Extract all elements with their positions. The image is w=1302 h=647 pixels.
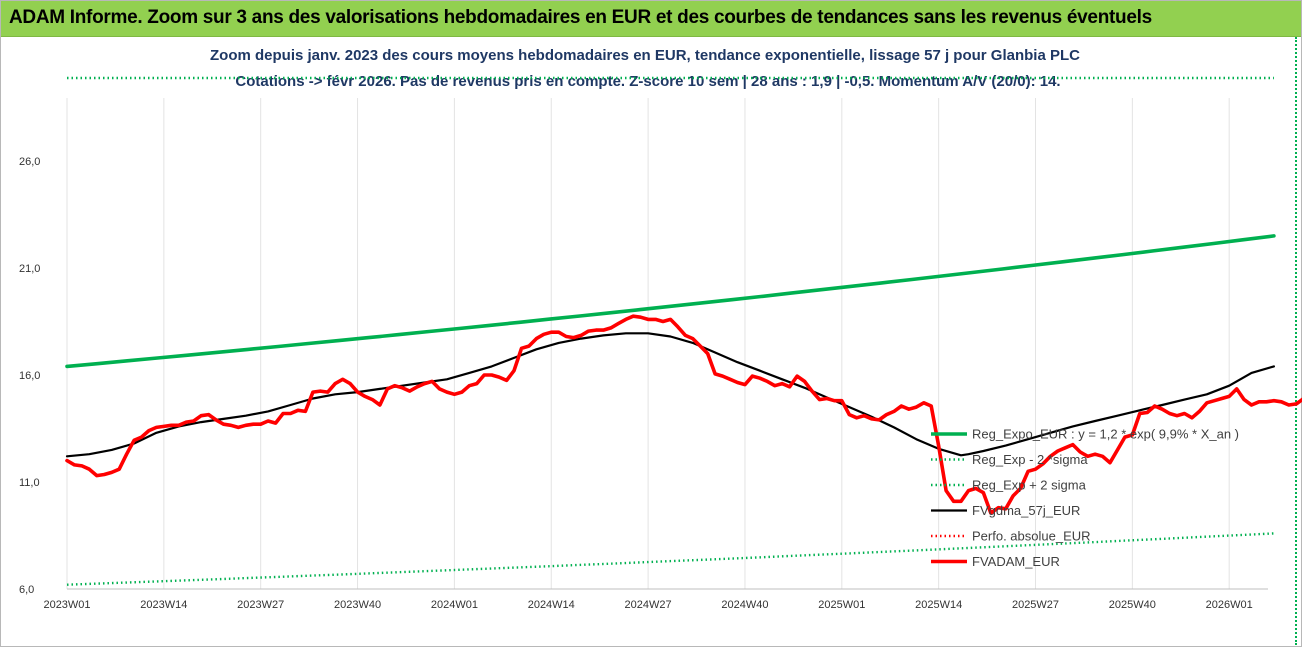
- legend-label: Perfo. absolue_EUR: [972, 529, 1091, 544]
- chart-title-line2: Cotations -> févr 2026. Pas de revenus p…: [235, 73, 1060, 90]
- y-tick-label: 11,0: [19, 477, 40, 489]
- gridlines: [66, 98, 1268, 590]
- y-tick-label: 16,0: [19, 370, 40, 382]
- x-tick-label: 2023W14: [140, 599, 187, 611]
- chart-title-line1: Zoom depuis janv. 2023 des cours moyens …: [210, 47, 1080, 64]
- axis-labels: 2023W01 2023W14 2023W27 2023W40 2024W01 2024W…: [19, 156, 1253, 611]
- series-line-0: [65, 234, 1276, 369]
- x-tick-label: 2025W40: [1109, 599, 1156, 611]
- x-tick-label: 2024W01: [431, 599, 478, 611]
- legend-label: Reg_Exp - 2 *sigma: [972, 452, 1088, 467]
- x-tick-label: 2025W14: [915, 599, 962, 611]
- series-lines: [65, 76, 1302, 586]
- series-line-3: [65, 332, 1275, 458]
- x-tick-label: 2024W27: [625, 599, 672, 611]
- title-banner: ADAM Informe. Zoom sur 3 ans des valoris…: [1, 1, 1301, 37]
- x-tick-label: 2023W40: [334, 599, 381, 611]
- y-tick-label: 21,0: [19, 263, 40, 275]
- x-tick-label: 2024W40: [721, 599, 768, 611]
- y-tick-label: 26,0: [19, 156, 40, 168]
- legend-label: Reg_Expo_EUR : y = 1,2 * exp( 9,9% * X_a…: [972, 427, 1239, 442]
- banner-title: ADAM Informe. Zoom sur 3 ans des valoris…: [9, 7, 1152, 28]
- legend-label: FVgdma_57j_EUR: [972, 503, 1080, 518]
- x-tick-label: 2023W01: [43, 599, 90, 611]
- legend-label: FVADAM_EUR: [972, 554, 1060, 569]
- series-line-5: [65, 314, 1302, 515]
- x-tick-label: 2025W01: [818, 599, 865, 611]
- series-line-1: [66, 532, 1274, 586]
- chart-svg: Zoom depuis janv. 2023 des cours moyens …: [19, 47, 1302, 611]
- x-tick-label: 2025W27: [1012, 599, 1059, 611]
- y-tick-label: 6,0: [19, 584, 34, 596]
- x-tick-label: 2026W01: [1206, 599, 1253, 611]
- right-border-dotted-line: [1295, 37, 1297, 645]
- legend: Reg_Expo_EUR : y = 1,2 * exp( 9,9% * X_a…: [931, 427, 1239, 569]
- x-tick-label: 2023W27: [237, 599, 284, 611]
- legend-label: Reg_Exp + 2 sigma: [972, 478, 1087, 493]
- x-tick-label: 2024W14: [528, 599, 575, 611]
